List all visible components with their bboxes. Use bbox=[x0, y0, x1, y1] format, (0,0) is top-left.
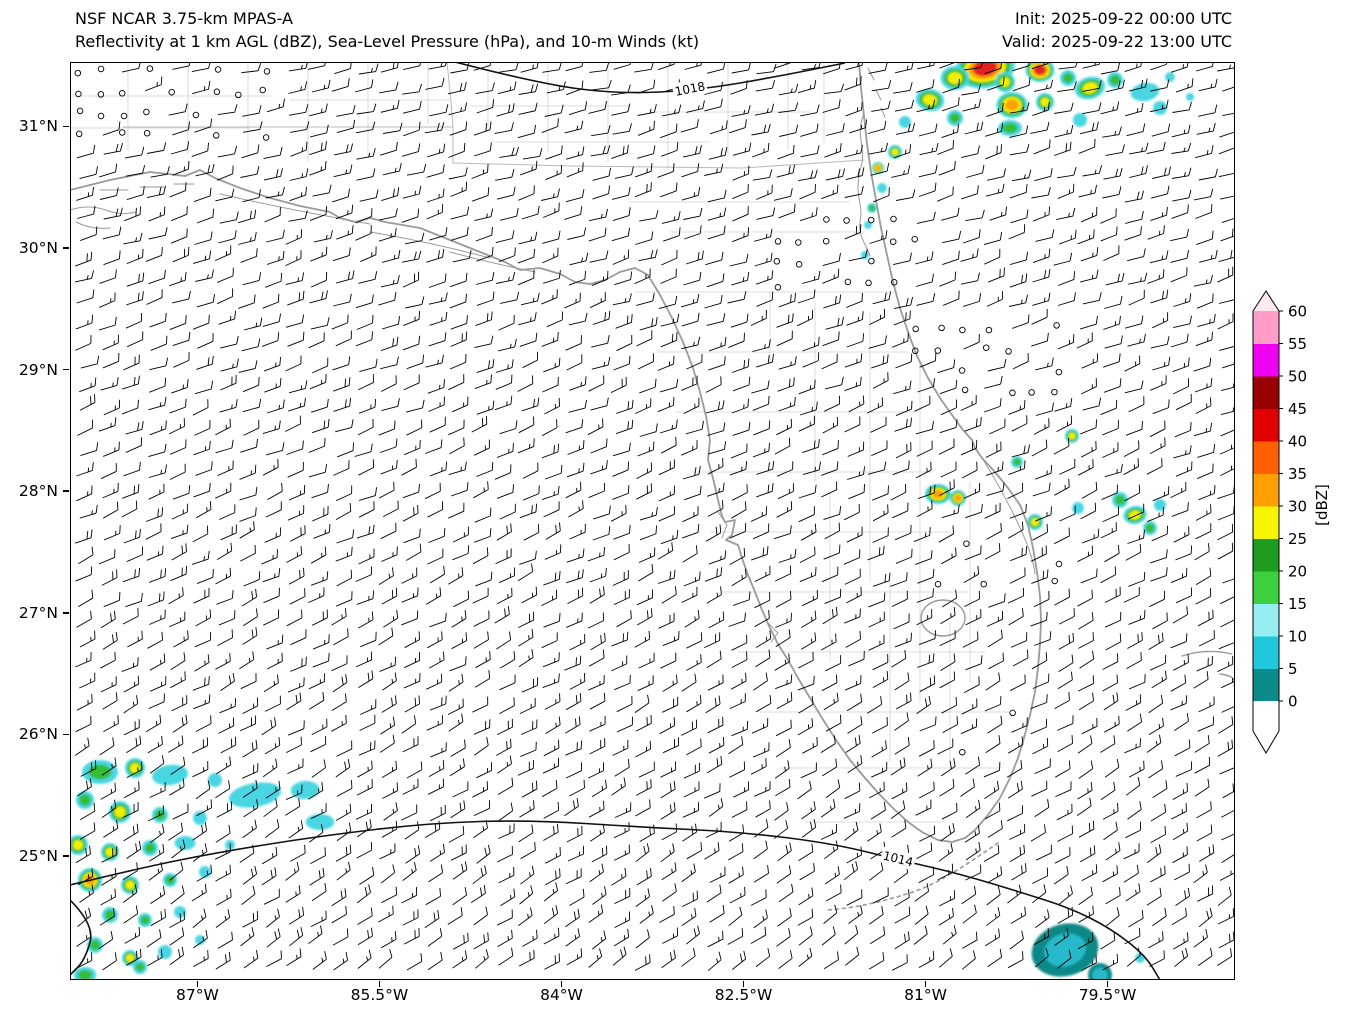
colorbar-tick-label: 5 bbox=[1288, 660, 1298, 678]
x-tick-mark bbox=[196, 981, 199, 987]
colorbar-tick-label: 0 bbox=[1288, 693, 1298, 711]
lake-okeechobee bbox=[920, 599, 966, 637]
colorbar-tick-label: 55 bbox=[1288, 335, 1307, 353]
init-time: Init: 2025-09-22 00:00 UTC bbox=[1014, 9, 1232, 28]
colorbar-tick-label: 35 bbox=[1288, 465, 1307, 483]
colorbar-tick-label: 40 bbox=[1288, 433, 1307, 451]
wind-barb-layer bbox=[74, 62, 1235, 972]
figure-header-left: NSF NCAR 3.75-km MPAS-A Reflectivity at … bbox=[75, 7, 699, 53]
x-tick-label: 84°W bbox=[540, 986, 583, 1004]
field-title: Reflectivity at 1 km AGL (dBZ), Sea-Leve… bbox=[75, 32, 700, 51]
x-tick-mark bbox=[560, 981, 563, 987]
isobar-label: 1014 bbox=[879, 846, 917, 871]
colorbar: 0 5 10 15 20 25 30 35 40 45 50 55 60 bbox=[1246, 285, 1336, 765]
y-tick-mark bbox=[63, 247, 69, 249]
y-tick-label: 27°N bbox=[18, 603, 58, 622]
y-tick-label: 30°N bbox=[18, 239, 58, 258]
x-tick-label: 85.5°W bbox=[350, 986, 409, 1004]
colorbar-tick-label: 10 bbox=[1288, 628, 1307, 646]
y-tick-label: 31°N bbox=[18, 117, 58, 136]
figure-header-right: Init: 2025-09-22 00:00 UTC Valid: 2025-0… bbox=[1002, 7, 1232, 53]
x-tick-mark bbox=[924, 981, 927, 987]
plot-border bbox=[70, 62, 1235, 980]
valid-time: Valid: 2025-09-22 13:00 UTC bbox=[1001, 32, 1232, 51]
isobar-layer: 1018 1014 bbox=[70, 62, 1161, 980]
water-details bbox=[70, 67, 1036, 643]
geography-layer bbox=[70, 62, 1235, 911]
y-tick-mark bbox=[63, 733, 69, 736]
county-boundaries bbox=[70, 62, 1011, 823]
coastline bbox=[70, 62, 1042, 843]
colorbar-tick-label: 60 bbox=[1288, 303, 1307, 321]
colorbar-canvas: 0 5 10 15 20 25 30 35 40 45 50 55 60 bbox=[1252, 290, 1307, 754]
y-tick-mark bbox=[63, 855, 69, 857]
y-tick-mark bbox=[63, 125, 69, 128]
x-tick-mark bbox=[378, 981, 381, 987]
model-title: NSF NCAR 3.75-km MPAS-A bbox=[75, 9, 293, 28]
y-tick-mark bbox=[63, 612, 69, 614]
x-tick-label: 79.5°W bbox=[1078, 986, 1137, 1004]
colorbar-tick-label: 30 bbox=[1288, 498, 1307, 516]
x-tick-mark bbox=[1106, 981, 1109, 987]
colorbar-tick-label: 50 bbox=[1288, 368, 1307, 386]
reflectivity-layer bbox=[70, 62, 1194, 980]
y-tick-label: 25°N bbox=[18, 846, 58, 865]
x-tick-mark bbox=[742, 981, 745, 987]
colorbar-tick-label: 20 bbox=[1288, 563, 1307, 581]
state-boundaries bbox=[122, 62, 865, 169]
isobar-label: 1018 bbox=[671, 77, 709, 100]
y-tick-label: 29°N bbox=[18, 360, 58, 379]
x-tick-label: 81°W bbox=[904, 986, 947, 1004]
y-tick-mark bbox=[63, 490, 69, 492]
svg-text:1018: 1018 bbox=[674, 79, 707, 99]
florida-keys bbox=[826, 842, 999, 911]
x-tick-label: 87°W bbox=[176, 986, 219, 1004]
map-plot-area: 1018 1014 bbox=[70, 62, 1235, 980]
y-tick-label: 26°N bbox=[18, 725, 58, 744]
colorbar-tick-label: 25 bbox=[1288, 530, 1307, 548]
x-tick-label: 82.5°W bbox=[714, 986, 773, 1004]
colorbar-tick-label: 15 bbox=[1288, 595, 1307, 613]
colorbar-unit-label: [dBZ] bbox=[1313, 484, 1331, 526]
y-tick-mark bbox=[63, 368, 69, 371]
bahamas-coast bbox=[1181, 650, 1235, 687]
y-tick-label: 28°N bbox=[18, 482, 58, 501]
colorbar-tick-label: 45 bbox=[1288, 400, 1307, 418]
map-canvas: 1018 1014 bbox=[70, 62, 1235, 980]
